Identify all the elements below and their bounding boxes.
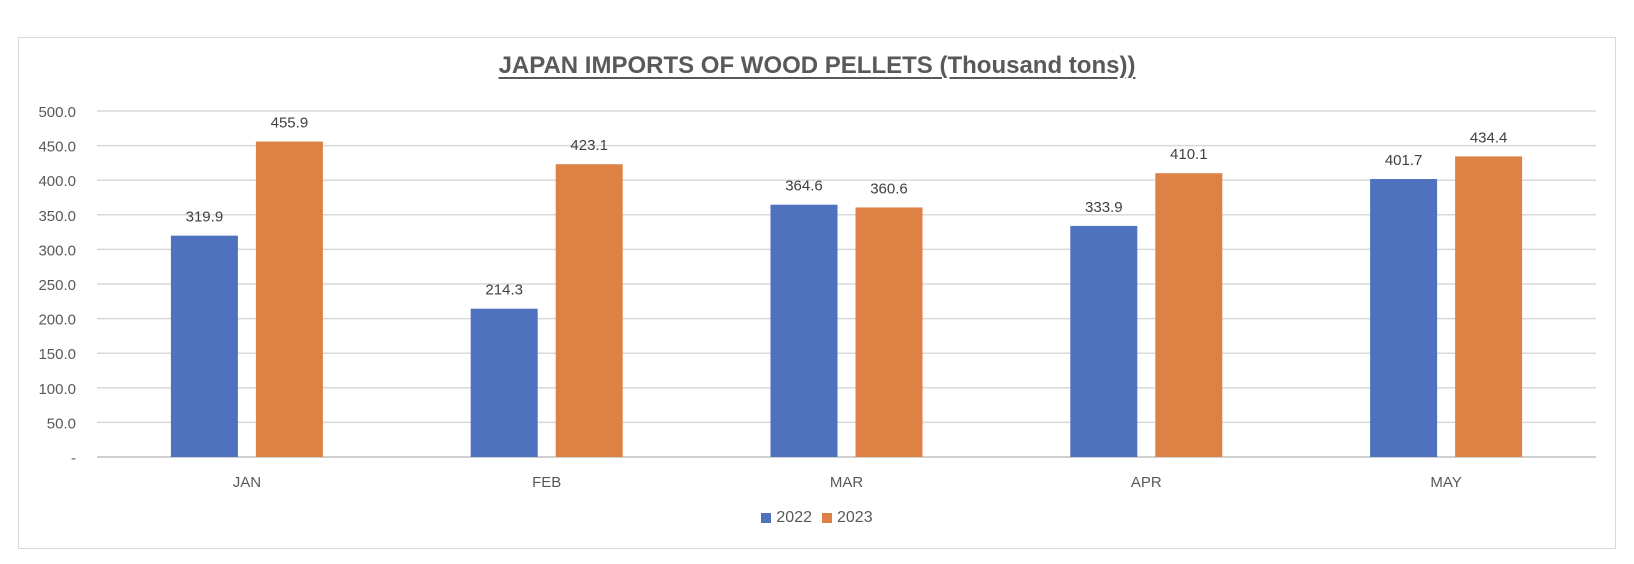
- legend-item-series-1[interactable]: 2022: [761, 509, 812, 527]
- bars: [170, 141, 1523, 458]
- x-tick-label: JAN: [233, 474, 261, 491]
- y-tick-label: 450.0: [38, 139, 76, 156]
- data-label: 410.1: [1170, 146, 1208, 163]
- legend-label-series-2: 2023: [837, 509, 873, 526]
- chart-title: JAPAN IMPORTS OF WOOD PELLETS (Thousand …: [498, 52, 1136, 79]
- bar-apr-2022[interactable]: [1070, 225, 1138, 457]
- bar-data-labels: 319.9 455.9 214.3 423.1 364.6 360.6 333.9 410.1…: [186, 115, 1508, 299]
- y-tick-label: 350.0: [38, 208, 76, 225]
- x-axis-tick-labels: JAN FEB MAR APR MAY: [233, 474, 1462, 491]
- x-tick-label: MAY: [1430, 474, 1461, 491]
- bar-feb-2023[interactable]: [555, 164, 623, 458]
- x-tick-label: FEB: [532, 474, 561, 491]
- data-label: 333.9: [1085, 199, 1123, 216]
- bar-jan-2023[interactable]: [255, 141, 323, 457]
- data-label: 401.7: [1385, 152, 1423, 169]
- bar-may-2023[interactable]: [1455, 156, 1523, 457]
- data-label: 319.9: [186, 209, 224, 226]
- gridlines: [97, 110, 1596, 458]
- y-tick-label: 50.0: [47, 415, 76, 432]
- y-tick-label: -: [71, 450, 76, 467]
- y-tick-label: 200.0: [38, 312, 76, 329]
- y-axis-tick-labels: - 50.0 100.0 150.0 200.0 250.0 300.0 350.0 400.0…: [38, 104, 76, 467]
- legend-label-series-1: 2022: [776, 509, 812, 526]
- data-label: 364.6: [785, 178, 823, 195]
- data-label: 214.3: [485, 282, 523, 299]
- data-label: 360.6: [870, 180, 908, 197]
- x-tick-label: MAR: [830, 474, 864, 491]
- y-tick-label: 400.0: [38, 173, 76, 190]
- bar-apr-2023[interactable]: [1155, 173, 1223, 457]
- legend-swatch-series-1: [761, 513, 772, 523]
- bar-mar-2023[interactable]: [855, 207, 923, 457]
- y-tick-label: 150.0: [38, 346, 76, 363]
- y-tick-label: 500.0: [38, 104, 76, 121]
- y-tick-label: 250.0: [38, 277, 76, 294]
- data-label: 455.9: [271, 115, 309, 132]
- legend-swatch-series-2: [822, 513, 832, 523]
- y-tick-label: 100.0: [38, 381, 76, 398]
- x-tick-label: APR: [1131, 474, 1162, 491]
- legend: 2022 2023: [0, 509, 1634, 527]
- data-label: 423.1: [570, 137, 608, 154]
- bar-may-2022[interactable]: [1370, 179, 1438, 457]
- bar-mar-2022[interactable]: [770, 204, 838, 457]
- bar-feb-2022[interactable]: [470, 308, 538, 457]
- legend-item-series-2[interactable]: 2023: [822, 509, 873, 527]
- data-label: 434.4: [1470, 129, 1508, 146]
- y-tick-label: 300.0: [38, 242, 76, 259]
- bar-jan-2022[interactable]: [170, 235, 238, 457]
